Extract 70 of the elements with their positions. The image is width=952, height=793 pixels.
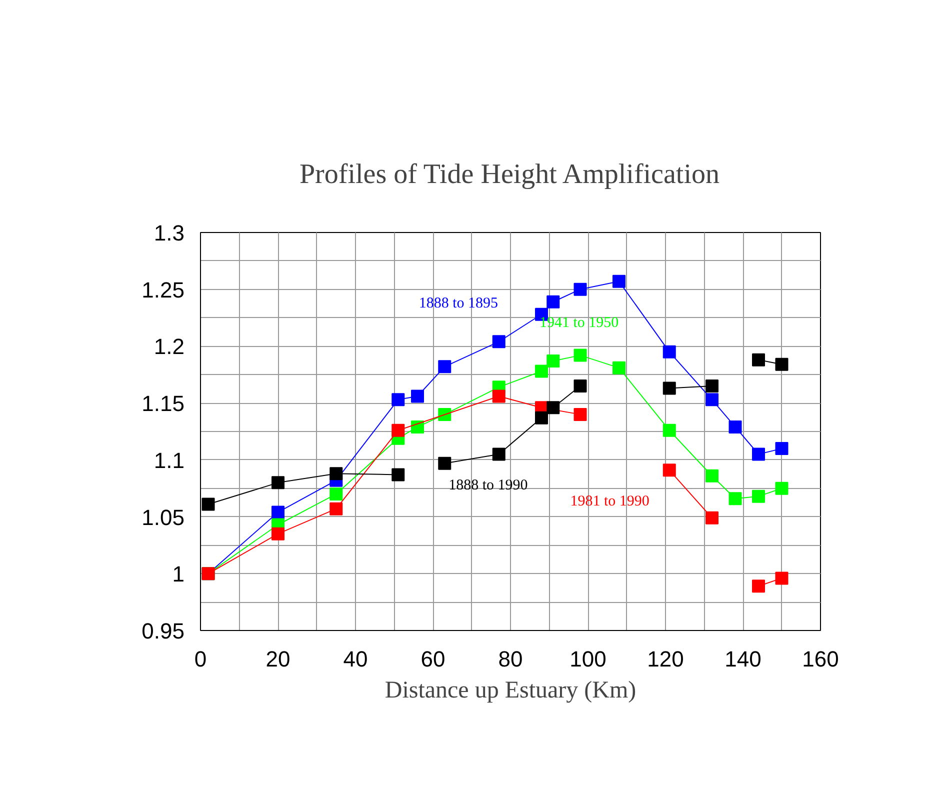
point <box>492 390 506 403</box>
y-tick-label: 1.15 <box>142 391 185 416</box>
point <box>752 490 765 503</box>
y-tick-label: 1 <box>172 562 185 587</box>
x-tick-label: 80 <box>498 646 523 672</box>
point <box>202 498 215 511</box>
point <box>272 527 284 540</box>
point <box>775 358 788 371</box>
point <box>330 502 343 516</box>
point <box>612 361 626 374</box>
point <box>662 424 676 437</box>
point <box>706 511 718 524</box>
point <box>438 360 452 374</box>
point <box>272 506 284 519</box>
point <box>752 580 765 593</box>
point <box>438 408 452 421</box>
point <box>574 380 587 393</box>
point <box>535 364 548 378</box>
x-tick-label: 40 <box>343 646 368 672</box>
x-tick-label: 0 <box>194 646 207 672</box>
x-tick-label: 100 <box>570 646 606 672</box>
y-tick-label: 1.2 <box>154 334 185 360</box>
y-tick-label: 0.95 <box>142 618 185 644</box>
x-tick-label: 140 <box>724 646 762 672</box>
point <box>752 448 765 461</box>
point <box>752 353 765 366</box>
point <box>775 442 788 456</box>
point <box>546 295 560 308</box>
point <box>546 401 560 414</box>
point <box>272 476 284 490</box>
series-label: 1888 to 1990 <box>448 477 528 494</box>
series-label: 1941 to 1950 <box>540 315 619 332</box>
chart-title: Profiles of Tide Height Amplification <box>299 159 720 190</box>
point <box>662 345 676 358</box>
y-tick-label: 1.1 <box>154 448 185 473</box>
point <box>411 390 424 403</box>
point <box>706 380 718 393</box>
point <box>574 348 587 362</box>
point <box>330 488 343 501</box>
point <box>728 420 742 434</box>
point <box>662 464 676 477</box>
series-label: 1981 to 1990 <box>570 493 650 510</box>
point <box>574 282 587 296</box>
point <box>492 335 506 348</box>
y-tick-label: 1.3 <box>154 220 185 246</box>
x-tick-label: 20 <box>266 646 290 672</box>
point <box>775 482 788 495</box>
point <box>492 448 506 461</box>
point <box>775 572 788 585</box>
point <box>438 456 452 470</box>
series-label: 1888 to 1895 <box>418 296 498 312</box>
point <box>411 420 424 434</box>
point <box>392 393 405 406</box>
point <box>392 424 405 437</box>
y-tick-label: 1.25 <box>142 277 185 302</box>
point <box>706 393 718 406</box>
point <box>728 492 742 506</box>
x-tick-label: 120 <box>647 646 684 672</box>
y-tick-label: 1.05 <box>142 504 185 530</box>
point <box>330 467 343 480</box>
x-tick-label: 60 <box>420 646 446 672</box>
point <box>662 382 676 395</box>
point <box>392 468 405 482</box>
point <box>546 354 560 368</box>
x-tick-label: 160 <box>802 646 839 672</box>
point <box>535 411 548 424</box>
point <box>706 469 718 482</box>
point <box>612 274 626 288</box>
x-axis-title: Distance up Estuary (Km) <box>384 678 636 704</box>
point <box>574 408 587 421</box>
